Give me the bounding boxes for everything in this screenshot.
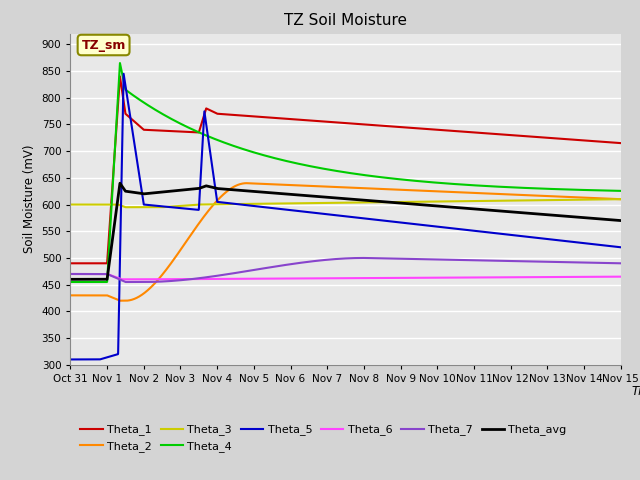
Text: Time: Time (632, 384, 640, 397)
Text: TZ_sm: TZ_sm (81, 38, 126, 51)
Y-axis label: Soil Moisture (mV): Soil Moisture (mV) (23, 145, 36, 253)
Legend: Theta_1, Theta_2, Theta_3, Theta_4, Theta_5, Theta_6, Theta_7, Theta_avg: Theta_1, Theta_2, Theta_3, Theta_4, Thet… (76, 420, 571, 456)
Title: TZ Soil Moisture: TZ Soil Moisture (284, 13, 407, 28)
